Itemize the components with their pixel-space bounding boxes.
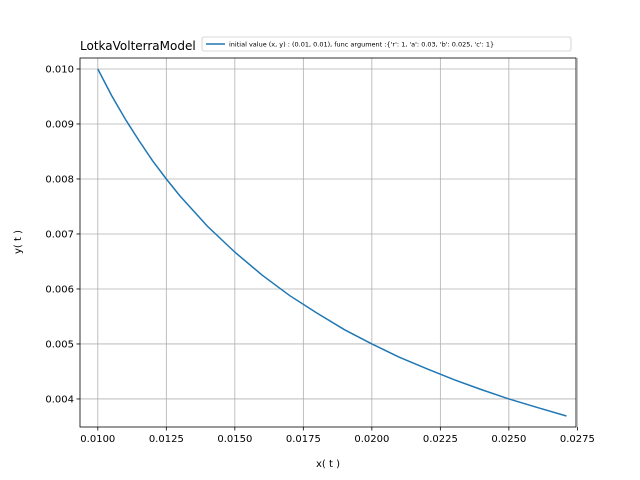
y-tick-label: 0.005 bbox=[45, 339, 74, 350]
plot-area bbox=[97, 68, 567, 417]
y-tick-label: 0.007 bbox=[45, 229, 74, 240]
x-tick-label: 0.0150 bbox=[217, 434, 252, 445]
chart-title: LotkaVolterraModel bbox=[80, 39, 196, 53]
series-line bbox=[97, 68, 567, 417]
y-tick-label: 0.004 bbox=[45, 394, 74, 405]
y-axis-label: y( t ) bbox=[13, 230, 24, 254]
legend-label: initial value (x, y) : (0.01, 0.01), fun… bbox=[229, 41, 494, 49]
x-tick-label: 0.0275 bbox=[560, 434, 595, 445]
y-tick-label: 0.010 bbox=[45, 64, 74, 75]
x-axis: 0.0100 0.0125 0.0150 0.0175 0.0200 0.0225 0.02… bbox=[80, 427, 595, 445]
x-tick-label: 0.0175 bbox=[286, 434, 321, 445]
x-tick-label: 0.0100 bbox=[80, 434, 115, 445]
legend: initial value (x, y) : (0.01, 0.01), fun… bbox=[201, 36, 572, 52]
x-tick-label: 0.0200 bbox=[354, 434, 389, 445]
legend-box bbox=[201, 36, 572, 52]
x-tick-label: 0.0125 bbox=[149, 434, 184, 445]
y-tick-label: 0.006 bbox=[45, 284, 74, 295]
y-tick-label: 0.009 bbox=[45, 119, 74, 130]
x-tick-label: 0.0225 bbox=[423, 434, 458, 445]
y-tick-label: 0.008 bbox=[45, 174, 74, 185]
y-axis: 0.004 0.005 0.006 0.007 0.008 0.009 0.010 bbox=[45, 64, 80, 405]
x-tick-label: 0.0250 bbox=[491, 434, 526, 445]
grid bbox=[80, 58, 578, 427]
x-axis-label: x( t ) bbox=[316, 459, 340, 470]
axes-frame bbox=[79, 57, 577, 428]
